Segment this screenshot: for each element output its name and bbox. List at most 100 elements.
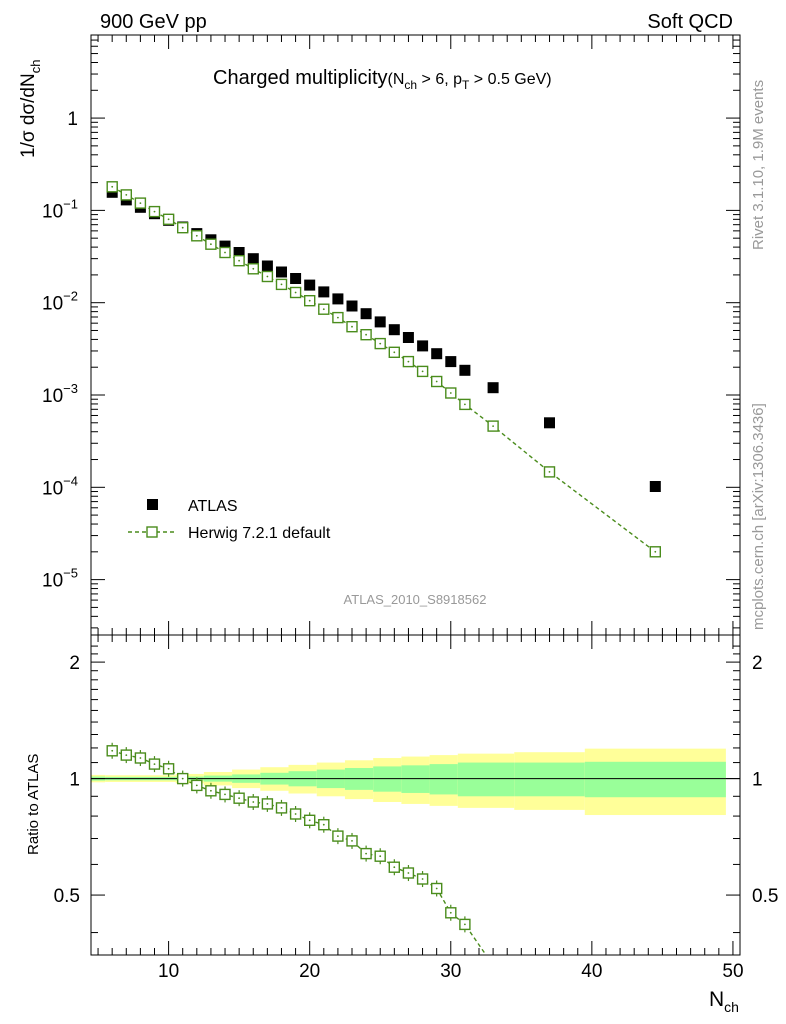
data-point [544,417,555,429]
y-tick-label-base: 10 [42,386,63,407]
main-y-axis-label-text: 1/σ dσ/dN [18,73,39,158]
ratio-series-layer [106,742,487,956]
x-tick-label: 40 [581,961,602,982]
data-point [346,300,358,312]
y-tick-label: 10−1 [42,196,78,222]
mc-point-center [139,202,142,205]
ratio-tick-labels: 0.5 1 2 0.5 1 2 10 20 30 40 50 [54,653,779,982]
data-point [459,364,471,376]
mc-point-center [464,403,466,406]
data-point [388,324,400,336]
header-right: Soft QCD [647,11,733,33]
x-axis-label-sub: ch [724,999,739,1015]
mc-point-center [654,550,657,553]
ratio-ticks-layer [91,635,740,955]
ratio-plot-frame [90,634,741,956]
data-point [261,260,273,272]
mc-point-center [308,299,311,302]
plot-title-cut-mid: > 6, p [417,71,462,88]
ratio-mc-point-center [252,801,255,803]
y-tick-label-exp: −3 [63,381,78,396]
ratio-y-tick-label-right: 1 [752,770,763,791]
ratio-mc-point-center [181,777,184,780]
main-tick-labels: 110−110−210−310−410−5 [42,109,78,592]
y-tick-label: 1 [67,109,78,130]
mc-point-center [224,251,226,254]
plot-title-cut: (N [388,71,405,88]
data-point [219,240,231,252]
rivet-version-label: Rivet 3.1.10, 1.9M events [750,80,767,250]
ratio-band-inner [401,765,430,793]
mc-point-center [407,360,410,363]
ratio-mc-point-center [167,767,170,770]
mc-point-center [393,351,396,354]
y-tick-label-base: 10 [42,201,63,222]
plot-title-cut-end: > 0.5 GeV) [469,71,551,88]
plot-title: Charged multiplicity(Nch > 6, pT > 0.5 G… [213,67,552,92]
data-point [304,279,316,291]
ratio-mc-point-center [379,855,382,858]
main-series-layer [106,181,661,558]
mc-point-center [238,259,241,262]
mc-point-center [195,234,198,237]
data-point [487,382,499,394]
y-tick-label-base: 10 [42,571,63,592]
ratio-mc-point-center [224,793,226,796]
x-tick-label: 50 [722,961,743,982]
ratio-mc-point-center [407,872,410,874]
data-point [649,481,661,492]
y-tick-label-exp: −2 [63,289,78,304]
data-point [247,253,259,265]
ratio-band-inner [584,761,726,798]
legend-data-marker [147,499,158,510]
main-ticks-layer [91,35,740,635]
ratio-y-tick-label-right: 0.5 [752,886,778,907]
mc-point-center [337,316,339,319]
plot-title-main: Charged multiplicity [213,67,388,89]
ratio-mc-point-center [365,852,367,855]
data-point [431,348,443,360]
ratio-mc-point-center [294,813,297,815]
x-tick-label: 20 [299,961,320,982]
y-tick-label: 10−4 [42,473,78,499]
data-point [374,316,386,328]
ratio-mc-point-center [464,923,466,926]
mc-point-center [167,218,170,221]
ratio-mc-point-center [435,887,438,890]
y-tick-label-exp: −1 [63,196,78,211]
mc-point-center [153,210,156,213]
ratio-mc-point-center [111,749,114,752]
mc-point-center [322,308,325,311]
y-tick-label-base: 10 [42,478,63,499]
y-tick-label: 10−2 [42,289,78,315]
mc-point-center [210,243,212,246]
ratio-mc-point-center [421,878,424,880]
legend-data-label: ATLAS [188,498,238,515]
ratio-mc-point-center [153,763,156,765]
ratio-panel: 0.5 1 2 0.5 1 2 10 20 30 40 50 Ratio to ATLAS Nch [25,634,779,1015]
mc-point-center [449,392,452,394]
data-point [417,340,429,352]
ratio-mc-point-center [238,797,241,800]
x-tick-label: 10 [158,961,179,982]
mc-point-center [252,267,255,270]
mc-point-center [266,275,269,278]
mcplots-label: mcplots.cern.ch [arXiv:1306.3436] [750,403,767,630]
ratio-mc-point-center [266,803,269,805]
ratio-mc-point-center [210,789,212,792]
data-point [318,286,330,298]
x-axis-label: Nch [709,988,739,1015]
mc-point-center [492,425,494,427]
main-panel: 110−110−210−310−410−5 Charged multiplici… [18,34,741,636]
data-point [360,308,372,320]
data-point [332,293,344,305]
y-tick-label-base: 10 [42,294,63,315]
data-point [233,247,245,258]
ratio-band-inner [457,762,515,797]
data-point [445,356,457,368]
main-plot-frame [90,34,741,636]
ratio-mc-point-center [337,835,339,837]
ratio-band-inner [514,762,585,797]
mc-point-center [421,370,424,373]
